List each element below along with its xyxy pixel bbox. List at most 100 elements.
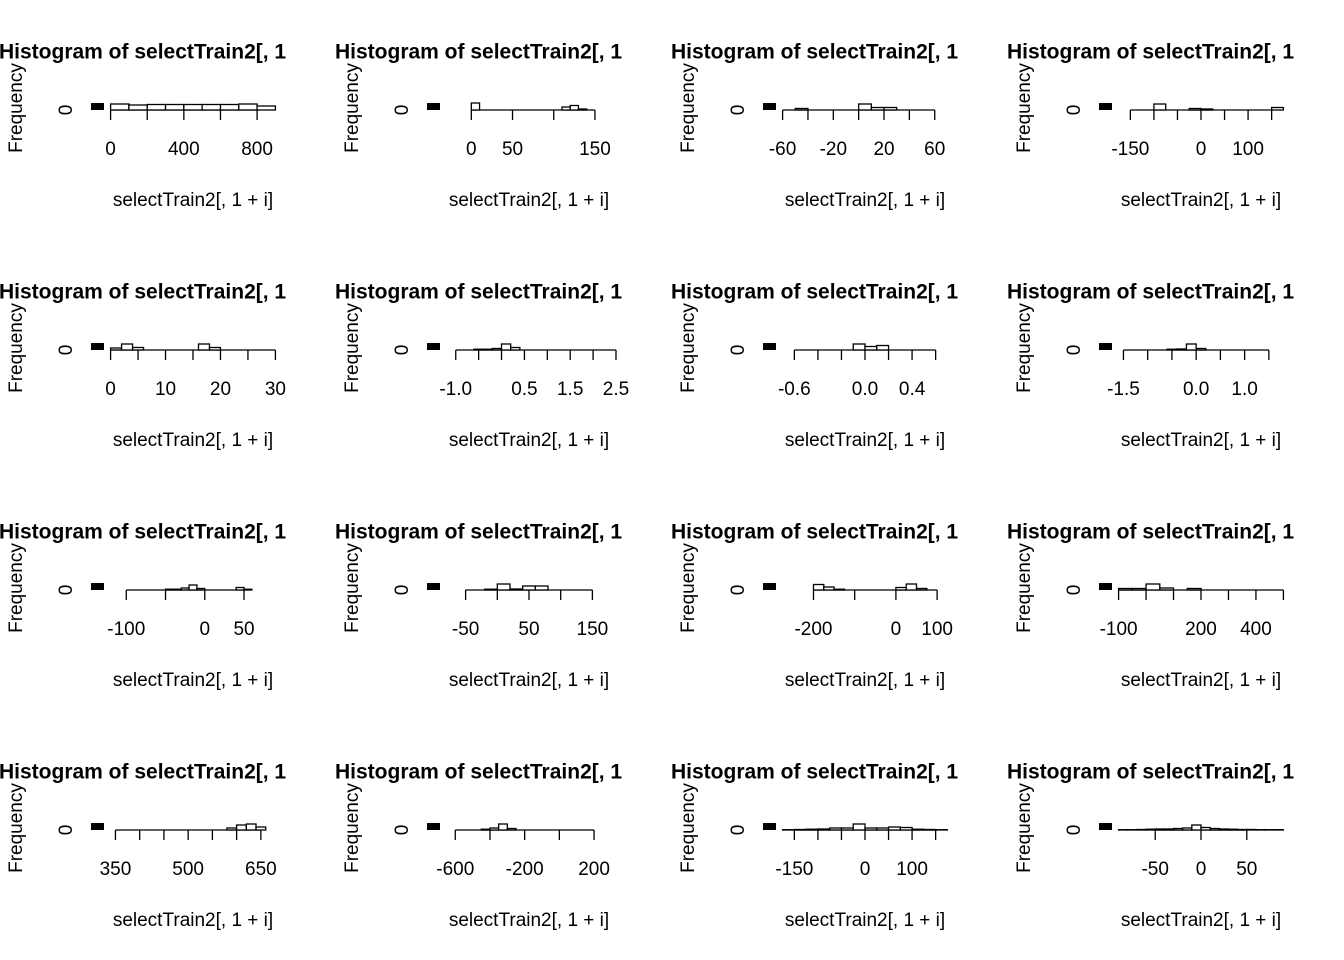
y-axis-label: Frequency xyxy=(1014,303,1035,393)
bar xyxy=(1163,828,1175,831)
chart-title: Histogram of selectTrain2[, 1 xyxy=(1007,761,1294,784)
bar xyxy=(561,106,571,111)
bar xyxy=(1145,828,1156,831)
bar xyxy=(864,345,878,351)
chart-title: Histogram of selectTrain2[, 1 xyxy=(0,41,286,64)
bar xyxy=(805,828,819,831)
x-axis-label: selectTrain2[, 1 + i] xyxy=(449,910,609,931)
bar xyxy=(497,823,508,831)
x-tick-label: 650 xyxy=(245,859,277,880)
chart-title: Histogram of selectTrain2[, 1 xyxy=(1007,521,1294,544)
bar xyxy=(172,588,182,591)
x-axis-label: selectTrain2[, 1 + i] xyxy=(785,910,945,931)
x-tick-label: 30 xyxy=(265,379,286,400)
bar xyxy=(255,826,267,831)
bar xyxy=(1131,587,1147,591)
y-axis xyxy=(427,823,440,830)
bar xyxy=(180,587,190,591)
x-tick-label: 0.0 xyxy=(852,379,878,400)
x-tick-label: -50 xyxy=(1141,859,1168,880)
bar xyxy=(201,103,222,111)
x-tick-label: 200 xyxy=(1185,619,1217,640)
bar xyxy=(480,828,491,831)
x-tick-label: -20 xyxy=(820,139,847,160)
x-tick-label: -100 xyxy=(107,619,145,640)
y-axis-label: Frequency xyxy=(6,543,27,633)
x-tick-label: 800 xyxy=(241,139,273,160)
x-tick-label: 50 xyxy=(518,619,539,640)
bar xyxy=(1209,827,1220,831)
x-tick-label: 1.5 xyxy=(557,379,583,400)
bar xyxy=(911,828,925,831)
bar xyxy=(506,827,517,831)
x-tick-label: 400 xyxy=(168,139,200,160)
chart-title: Histogram of selectTrain2[, 1 xyxy=(1007,41,1294,64)
bar xyxy=(509,588,524,591)
x-tick-label: 0.0 xyxy=(1183,379,1209,400)
x-axis-label: selectTrain2[, 1 + i] xyxy=(113,190,273,211)
x-tick-label: 0.5 xyxy=(511,379,537,400)
bar xyxy=(131,346,145,351)
y-tick-label: 0 xyxy=(1064,345,1085,356)
x-tick-label: 0 xyxy=(1196,859,1207,880)
y-axis-label: Frequency xyxy=(6,303,27,393)
x-axis-label: selectTrain2[, 1 + i] xyxy=(449,670,609,691)
y-tick-label: 0 xyxy=(728,105,749,116)
bar xyxy=(1200,108,1214,111)
bar xyxy=(577,108,588,111)
bar xyxy=(1186,587,1202,591)
y-axis xyxy=(763,343,776,350)
y-tick-label: 0 xyxy=(728,825,749,836)
bar xyxy=(219,103,240,111)
y-axis-label: Frequency xyxy=(342,63,363,153)
x-tick-label: 0 xyxy=(466,139,477,160)
x-tick-label: 10 xyxy=(155,379,176,400)
bar xyxy=(852,343,866,351)
x-axis-label: selectTrain2[, 1 + i] xyxy=(1121,910,1281,931)
bar xyxy=(188,584,198,591)
y-axis xyxy=(91,103,104,110)
bar xyxy=(793,828,807,831)
bar xyxy=(534,585,549,591)
x-tick-label: 20 xyxy=(210,379,231,400)
x-tick-label: -50 xyxy=(452,619,479,640)
bar xyxy=(823,586,835,591)
x-tick-label: -60 xyxy=(769,139,796,160)
bar xyxy=(883,106,898,111)
bar xyxy=(899,826,913,831)
bar xyxy=(482,348,494,351)
bar xyxy=(235,824,247,831)
y-tick-label: 0 xyxy=(56,585,77,596)
y-axis-label: Frequency xyxy=(678,303,699,393)
bar xyxy=(1166,348,1178,351)
chart-title: Histogram of selectTrain2[, 1 xyxy=(671,521,958,544)
x-tick-label: 100 xyxy=(921,619,953,640)
chart-title: Histogram of selectTrain2[, 1 xyxy=(0,761,286,784)
x-tick-label: -200 xyxy=(794,619,832,640)
y-tick-label: 0 xyxy=(728,585,749,596)
bar xyxy=(109,103,130,111)
bar xyxy=(1176,348,1188,351)
y-axis xyxy=(427,103,440,110)
bar xyxy=(1236,828,1248,831)
bar xyxy=(876,344,890,351)
x-tick-label: 0 xyxy=(860,859,871,880)
y-axis xyxy=(1099,343,1112,350)
y-tick-label: 0 xyxy=(728,345,749,356)
x-tick-label: 0.4 xyxy=(899,379,926,400)
bar xyxy=(470,102,481,111)
bar xyxy=(895,586,907,591)
bar xyxy=(109,347,123,351)
bar xyxy=(243,588,253,591)
bar xyxy=(1159,587,1175,591)
x-tick-label: -0.6 xyxy=(778,379,811,400)
x-tick-label: 400 xyxy=(1240,619,1272,640)
